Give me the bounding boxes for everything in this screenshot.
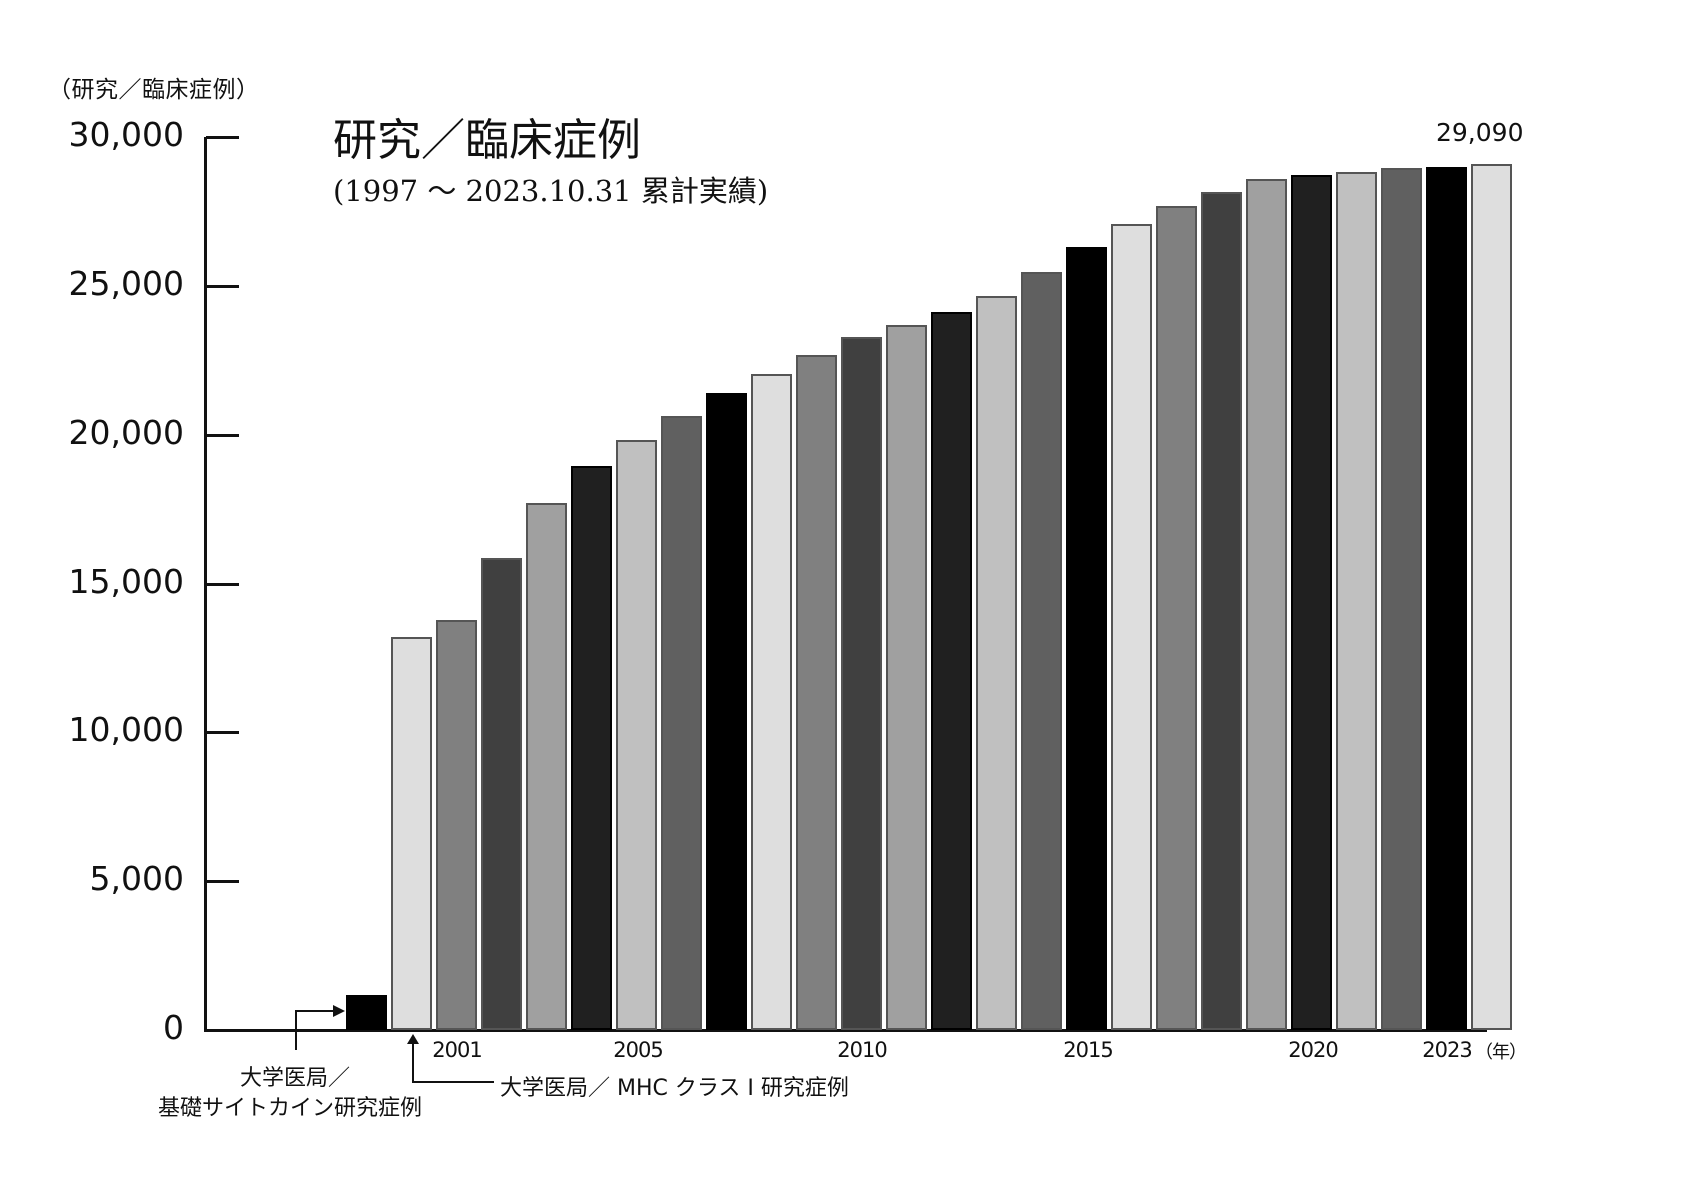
y-tick-mark (206, 284, 239, 288)
y-tick-label: 25,000 (68, 263, 184, 303)
bar-2006 (706, 392, 747, 1030)
bar-2023 (1471, 164, 1512, 1030)
bar-2016 (1156, 205, 1197, 1030)
note1-line2: 基礎サイトカイン研究症例 (158, 1096, 423, 1121)
note1-vertical-line (295, 1010, 297, 1050)
bar-2003 (571, 466, 612, 1030)
bar-2001 (481, 557, 522, 1030)
note2-vertical-line (412, 1040, 414, 1083)
note2-horizontal-line (412, 1081, 494, 1083)
bar-2015 (1111, 224, 1152, 1030)
y-tick-label: 10,000 (68, 710, 184, 750)
bar-1998 (346, 995, 387, 1030)
x-axis-unit-label: （年） (1475, 1042, 1527, 1063)
x-tick-label: 2023 (1422, 1038, 1472, 1062)
y-tick-label: 20,000 (68, 412, 184, 452)
x-tick-label: 2010 (837, 1038, 887, 1062)
note2-label: 大学医局／ MHC クラス I 研究症例 (500, 1076, 849, 1101)
bar-2007 (751, 373, 792, 1030)
chart-title: 研究／臨床症例 (333, 115, 641, 166)
bar-2011 (931, 312, 972, 1030)
y-tick-mark (206, 731, 239, 735)
chart-subtitle: (1997 ～ 2023.10.31 累計実績) (333, 174, 769, 208)
bar-2004 (616, 440, 657, 1030)
bar-2002 (526, 502, 567, 1030)
bar-2021 (1381, 168, 1422, 1030)
bar-2019 (1291, 174, 1332, 1030)
y-tick-mark (206, 880, 239, 884)
bar-2022 (1426, 166, 1467, 1030)
x-tick-label: 2020 (1288, 1038, 1338, 1062)
y-tick-label: 15,000 (68, 561, 184, 601)
x-tick-label: 2005 (613, 1038, 663, 1062)
y-tick-label: 0 (163, 1008, 184, 1047)
bar-2020 (1336, 171, 1377, 1030)
y-tick-mark (206, 433, 239, 437)
note1-line1: 大学医局／ (240, 1066, 351, 1091)
note1-arrow-icon (333, 1005, 345, 1017)
x-axis-line (204, 1029, 1487, 1032)
y-tick-label: 30,000 (68, 115, 184, 154)
bar-2000 (436, 620, 477, 1030)
y-axis-line (204, 137, 207, 1032)
note1-horizontal-line (295, 1010, 343, 1012)
bar-2005 (661, 415, 702, 1030)
bar-2014 (1066, 246, 1107, 1030)
bar-2013 (1021, 271, 1062, 1030)
y-tick-label: 5,000 (89, 859, 184, 899)
y-tick-mark (206, 1029, 236, 1032)
y-tick-mark (206, 136, 239, 139)
final-value-label: 29,090 (1436, 118, 1524, 148)
bar-2012 (976, 296, 1017, 1030)
bar-2010 (886, 325, 927, 1030)
x-tick-label: 2015 (1063, 1038, 1113, 1062)
x-tick-label: 2001 (432, 1038, 482, 1062)
bar-2009 (841, 337, 882, 1030)
y-tick-mark (206, 582, 239, 586)
y-axis-unit-label: （研究／臨床症例） (48, 77, 260, 103)
bar-1999 (391, 637, 432, 1030)
note2-arrow-icon (407, 1034, 419, 1044)
bar-2017 (1201, 191, 1242, 1030)
bar-2008 (796, 355, 837, 1030)
bar-2018 (1246, 178, 1287, 1030)
